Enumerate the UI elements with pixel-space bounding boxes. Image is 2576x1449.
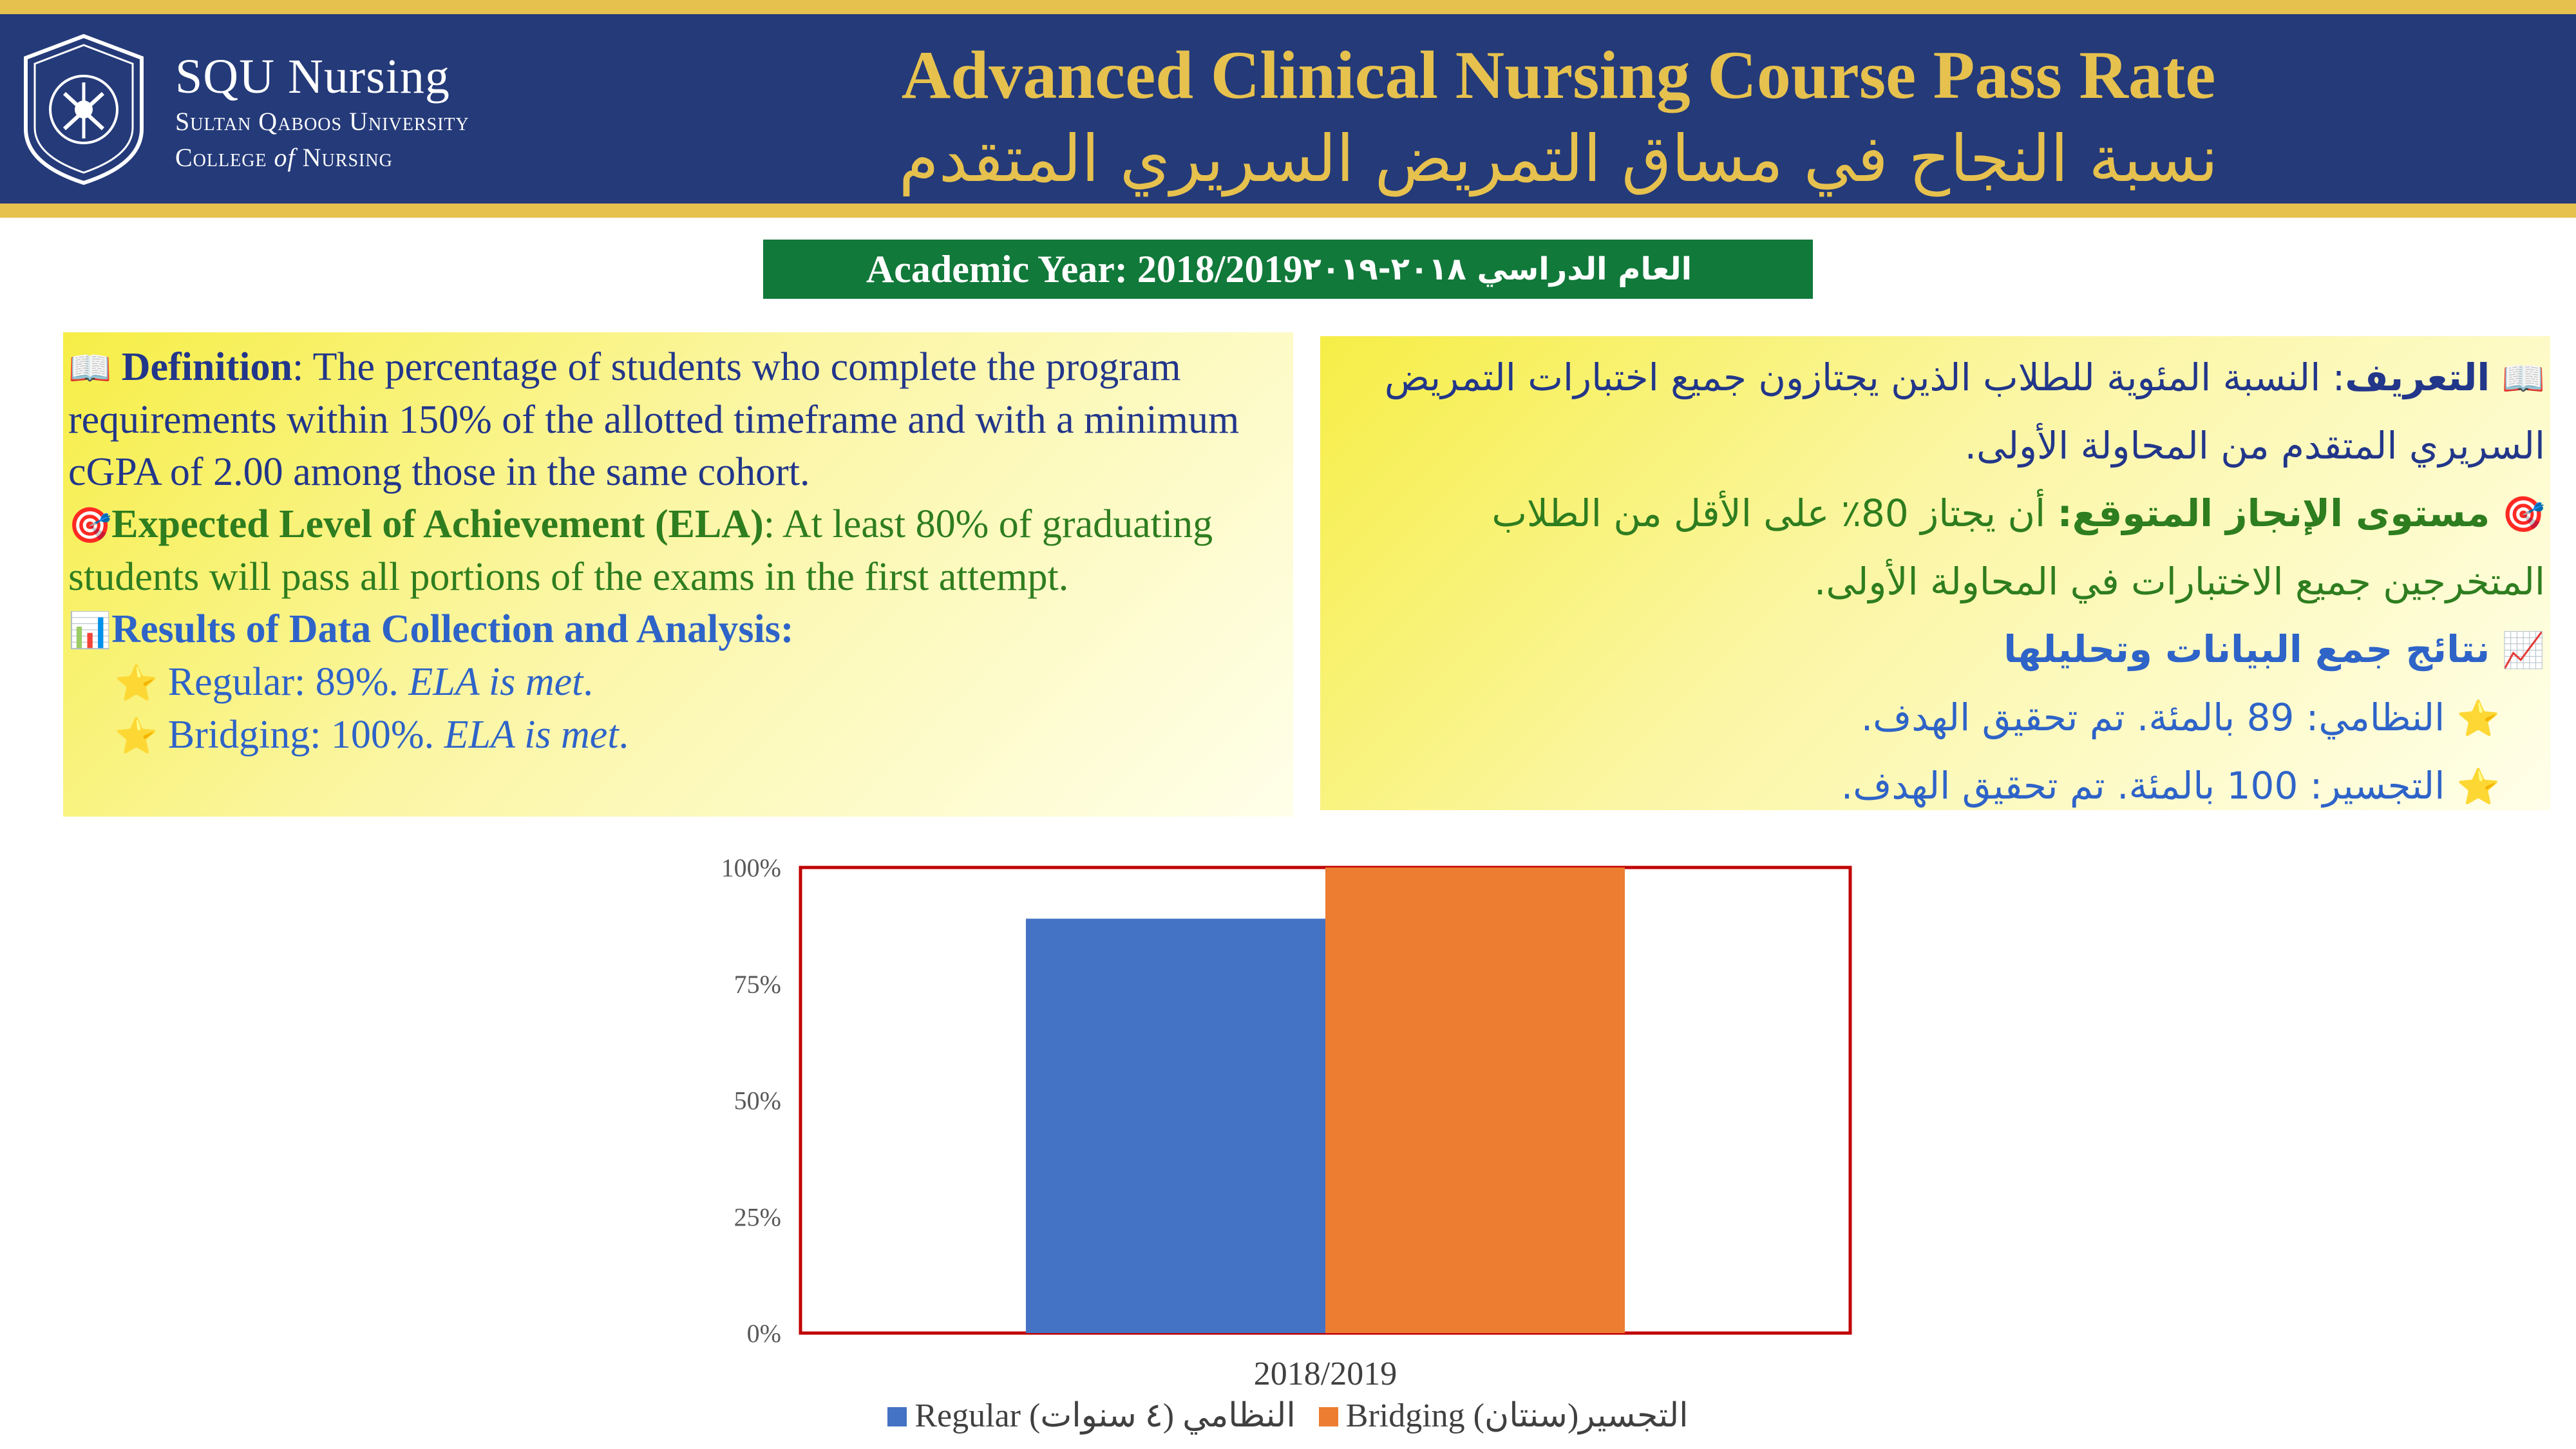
definition-text-ar: : النسبة المئوية للطلاب الذين يجتازون جم… (1384, 355, 2545, 468)
target-icon: 🎯 (68, 505, 112, 545)
page-title-english: Advanced Clinical Nursing Course Pass Ra… (901, 37, 2216, 113)
legend-item: Bridging (التجسير(سنتان (1318, 1396, 1689, 1435)
results-label-ar: نتائج جمع البيانات وتحليلها (2003, 627, 2490, 671)
plot-frame (799, 866, 1852, 1335)
ela-label: Expected Level of Achievement (ELA) (111, 502, 764, 546)
star-icon: ⭐ (115, 715, 158, 756)
ela-text-ar: أن يجتاز 80٪ على الأقل من الطلاب المتخرج… (1492, 491, 2545, 603)
result-bridging: ⭐ Bridging: 100%. ELA is met. (115, 713, 629, 757)
definition-label: Definition (121, 345, 292, 389)
target-icon: 🎯 (2501, 494, 2545, 535)
ela-label-ar: مستوى الإنجاز المتوقع: (2057, 491, 2490, 535)
academic-year-ar: العام الدراسي ٢٠١٨-٢٠١٩ (1302, 251, 1692, 287)
header-banner: SQU Nursing Sultan Qaboos University Col… (0, 0, 2576, 218)
result-bridging-text: Bridging: 100%. (167, 713, 444, 757)
star-icon: ⭐ (115, 663, 158, 703)
definition-panel-english: 📖 Definition: The percentage of students… (63, 332, 1293, 817)
result-regular-ar: ⭐ النظامي: 89 بالمئة. تم تحقيق الهدف. (1325, 684, 2545, 752)
y-tick-label: 100% (721, 853, 781, 882)
result-regular-text: Regular: 89%. (167, 660, 409, 704)
academic-year-en: Academic Year: 2018/2019 (866, 247, 1303, 290)
page-title-arabic: نسبة النجاح في مساق التمريض السريري المت… (898, 121, 2219, 196)
y-tick-label: 50% (734, 1086, 781, 1115)
brand-title: SQU Nursing (175, 50, 450, 104)
bar-chart-icon: 📊 (68, 610, 112, 650)
bar-bridging (1325, 867, 1625, 1333)
y-tick-label: 75% (734, 970, 781, 999)
legend-label: Regular (النظامي (٤ سنوات (914, 1397, 1296, 1434)
result-bridging-ar: ⭐ التجسير: 100 بالمئة. تم تحقيق الهدف. (1325, 752, 2545, 820)
definition-text: : The percentage of students who complet… (68, 345, 1240, 494)
y-tick-label: 25% (734, 1202, 781, 1231)
results-heading-ar: 📈 نتائج جمع البيانات وتحليلها (1325, 616, 2545, 684)
brand-college-part1: College (175, 143, 274, 172)
x-tick-label: 2018/2019 (1254, 1356, 1397, 1392)
legend-item: Regular (النظامي (٤ سنوات (887, 1396, 1296, 1435)
result-regular-text-ar: النظامي: 89 بالمئة. تم تحقيق الهدف. (1861, 696, 2445, 739)
chart-legend: Regular (النظامي (٤ سنوات Bridging (التجس… (0, 1396, 2576, 1435)
results-label: Results of Data Collection and Analysis: (111, 607, 794, 651)
brand-college-part2: of (274, 143, 296, 172)
result-bridging-text-ar: التجسير: 100 بالمئة. تم تحقيق الهدف. (1841, 764, 2445, 808)
legend-swatch (887, 1407, 907, 1426)
star-icon: ⭐ (2456, 766, 2500, 807)
open-book-icon: 📖 (2501, 358, 2545, 399)
chart-increasing-icon: 📈 (2501, 630, 2545, 670)
brand-block: SQU Nursing Sultan Qaboos University Col… (175, 50, 469, 176)
ela-paragraph: 🎯Expected Level of Achievement (ELA): At… (68, 498, 1288, 603)
brand-college: College of Nursing (175, 140, 469, 176)
university-seal-icon (24, 33, 144, 185)
definition-label-ar: التعريف (2345, 355, 2490, 399)
legend-swatch (1318, 1407, 1338, 1426)
result-bridging-status: ELA is met (444, 713, 619, 757)
result-regular: ⭐ Regular: 89%. ELA is met. (115, 660, 593, 704)
bar-regular (1026, 918, 1325, 1333)
ela-paragraph-ar: 🎯 مستوى الإنجاز المتوقع: أن يجتاز 80٪ عل… (1325, 480, 2545, 616)
legend-label: Bridging (التجسير(سنتان (1345, 1397, 1689, 1434)
academic-year-banner: Academic Year: 2018/2019 العام الدراسي ٢… (763, 240, 1813, 299)
brand-university: Sultan Qaboos University (175, 107, 469, 136)
ela-text: : At least 80% of graduating students wi… (68, 502, 1213, 599)
results-heading: 📊Results of Data Collection and Analysis… (68, 603, 1288, 656)
y-tick-label: 0% (747, 1319, 781, 1348)
star-icon: ⭐ (2456, 698, 2500, 739)
definition-panel-arabic: 📖 التعريف: النسبة المئوية للطلاب الذين ي… (1320, 336, 2550, 810)
definition-paragraph-ar: 📖 التعريف: النسبة المئوية للطلاب الذين ي… (1325, 344, 2545, 480)
definition-paragraph: 📖 Definition: The percentage of students… (68, 341, 1288, 498)
result-regular-status: ELA is met (408, 660, 583, 704)
brand-college-part3: Nursing (295, 143, 393, 172)
open-book-icon: 📖 (68, 348, 112, 388)
